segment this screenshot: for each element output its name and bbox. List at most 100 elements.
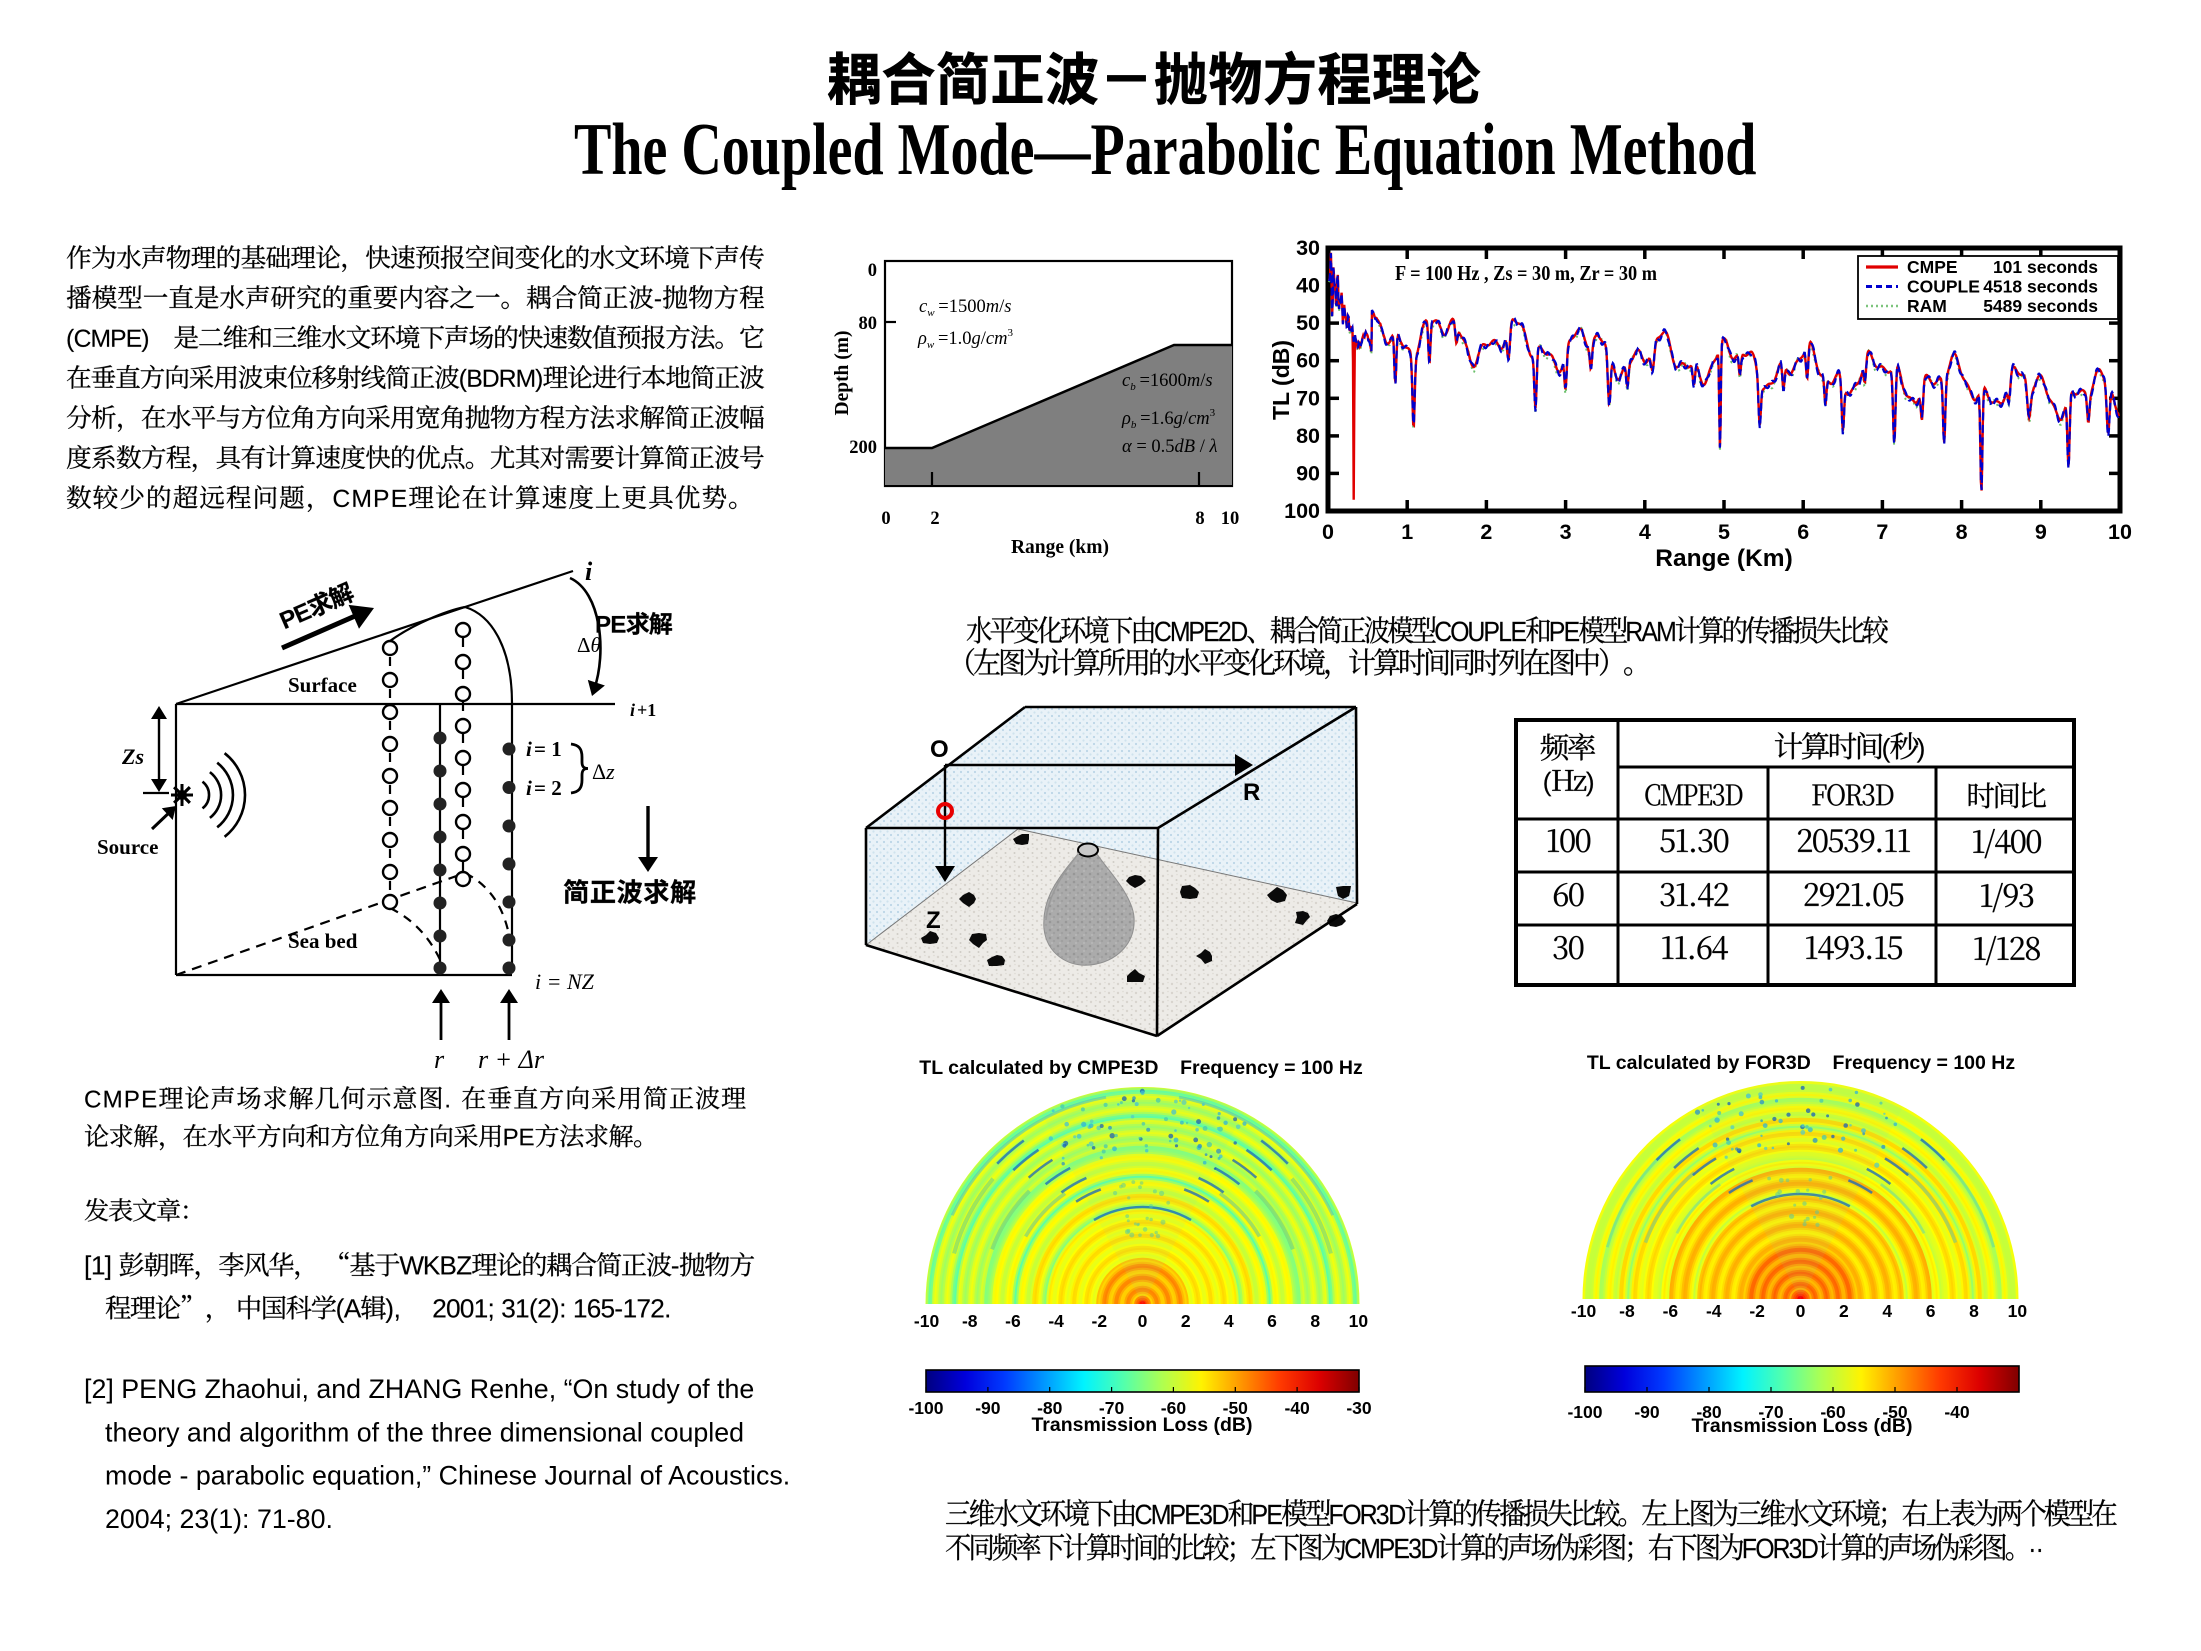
svg-text:-8: -8 (962, 1311, 978, 1331)
svg-text:8: 8 (1969, 1301, 1979, 1321)
svg-text:2: 2 (1181, 1311, 1191, 1331)
svg-text:-90: -90 (1634, 1402, 1660, 1422)
svg-text:cb =1600m/s: cb =1600m/s (1122, 371, 1213, 393)
svg-text:6: 6 (1267, 1311, 1277, 1331)
svg-text:4: 4 (1224, 1311, 1234, 1331)
svg-text:TL calculated by FOR3D Freq: TL calculated by FOR3D Frequency = 100 H… (1587, 1052, 2015, 1074)
svg-text:7: 7 (1876, 520, 1888, 544)
svg-text:-80: -80 (1037, 1398, 1063, 1418)
svg-text:0: 0 (1138, 1311, 1148, 1331)
svg-text:F = 100 Hz , Zs = 30 m, Zr = 3: F = 100 Hz , Zs = 30 m, Zr = 30 m (1395, 261, 1657, 285)
svg-text:8: 8 (1956, 520, 1968, 544)
svg-text:2: 2 (1839, 1301, 1849, 1321)
svg-text:60: 60 (1296, 349, 1320, 373)
svg-text:Transmission Loss (dB): Transmission Loss (dB) (1691, 1415, 1912, 1437)
svg-text:Source: Source (97, 835, 158, 859)
svg-text:mode - parabolic equation,” Ch: mode - parabolic equation,” Chinese Jour… (105, 1461, 790, 1491)
svg-text:Sea bed: Sea bed (288, 929, 358, 953)
svg-text:Δθ: Δθ (577, 633, 601, 657)
svg-text:4: 4 (1882, 1301, 1892, 1321)
svg-text:COUPLE: COUPLE (1907, 277, 1980, 297)
svg-text:10: 10 (2108, 520, 2132, 544)
svg-text:Zs: Zs (121, 744, 144, 769)
svg-text:-30: -30 (1346, 1398, 1372, 1418)
svg-text:ρb =1.6g/cm3: ρb =1.6g/cm3 (1121, 407, 1219, 431)
svg-text:5489 seconds: 5489 seconds (1983, 296, 2098, 316)
svg-text:Range (km): Range (km) (1011, 537, 1109, 558)
svg-text:50: 50 (1296, 311, 1320, 335)
svg-text:TL (dB): TL (dB) (1268, 340, 1294, 420)
svg-text:theory and algorithm of the th: theory and algorithm of the three dimens… (105, 1417, 744, 1447)
svg-text:ρw =1.0g/cm3: ρw =1.0g/cm3 (917, 327, 1017, 351)
svg-text:CMPE: CMPE (1907, 257, 1958, 277)
svg-text:Δz: Δz (592, 759, 615, 784)
svg-text:10: 10 (1349, 1311, 1369, 1331)
svg-text:-2: -2 (1749, 1301, 1765, 1321)
svg-text:-10: -10 (914, 1311, 940, 1331)
svg-text:10: 10 (1221, 509, 1240, 529)
svg-text:5: 5 (1718, 520, 1730, 544)
svg-text:Depth (m): Depth (m) (832, 330, 853, 415)
svg-text:-100: -100 (908, 1398, 943, 1418)
svg-text:r + Δr: r + Δr (478, 1045, 545, 1074)
svg-text:101 seconds: 101 seconds (1993, 257, 2098, 277)
svg-text:Transmission Loss (dB): Transmission Loss (dB) (1031, 1414, 1252, 1436)
svg-text:-6: -6 (1663, 1301, 1679, 1321)
svg-text:-60: -60 (1161, 1398, 1187, 1418)
svg-text:-40: -40 (1284, 1398, 1310, 1418)
svg-text:0: 0 (868, 261, 877, 281)
svg-text:-50: -50 (1882, 1402, 1908, 1422)
svg-text:i: i (526, 737, 532, 761)
svg-text:3: 3 (1560, 520, 1572, 544)
svg-text:200: 200 (849, 438, 877, 458)
svg-text:= 2: = 2 (534, 776, 562, 800)
svg-text:-70: -70 (1758, 1402, 1784, 1422)
svg-text:100: 100 (1284, 499, 1320, 523)
svg-text:[2] PENG Zhaohui, and ZHANG Re: [2] PENG Zhaohui, and ZHANG Renhe, “On s… (84, 1374, 754, 1404)
svg-text:2: 2 (1480, 520, 1492, 544)
svg-text:+1: +1 (637, 700, 656, 720)
svg-text:-40: -40 (1944, 1402, 1970, 1422)
svg-text:2: 2 (930, 509, 939, 529)
svg-text:TL calculated by CMPE3D Fre: TL calculated by CMPE3D Frequency = 100 … (919, 1057, 1363, 1079)
svg-text:O: O (930, 736, 949, 763)
svg-text:10: 10 (2008, 1301, 2028, 1321)
svg-text:4: 4 (1639, 520, 1651, 544)
svg-text:-6: -6 (1005, 1311, 1021, 1331)
svg-text:-50: -50 (1223, 1398, 1249, 1418)
svg-text:2004; 23(1): 71-80.: 2004; 23(1): 71-80. (105, 1504, 333, 1534)
svg-text:r: r (434, 1045, 445, 1074)
svg-text:90: 90 (1296, 461, 1320, 485)
svg-text:Z: Z (926, 907, 941, 934)
svg-text:80: 80 (859, 314, 878, 334)
svg-text:i: i (630, 700, 635, 720)
svg-text:i: i (526, 776, 532, 800)
svg-text:-10: -10 (1571, 1301, 1597, 1321)
svg-text:-70: -70 (1099, 1398, 1125, 1418)
svg-text:0: 0 (1322, 520, 1334, 544)
svg-text:0: 0 (1796, 1301, 1806, 1321)
svg-text:α = 0.5dB / λ: α = 0.5dB / λ (1122, 437, 1218, 457)
svg-text:1: 1 (1401, 520, 1413, 544)
svg-text:-4: -4 (1706, 1301, 1722, 1321)
svg-text:30: 30 (1296, 236, 1320, 260)
svg-text:The Coupled Mode—Parabolic Equ: The Coupled Mode—Parabolic Equation Meth… (574, 110, 1756, 191)
svg-text:8: 8 (1310, 1311, 1320, 1331)
svg-text:70: 70 (1296, 386, 1320, 410)
svg-text:i = NZ: i = NZ (535, 969, 595, 994)
svg-text:Range (Km): Range (Km) (1655, 545, 1792, 572)
svg-text:4518 seconds: 4518 seconds (1983, 277, 2098, 297)
svg-text:-8: -8 (1619, 1301, 1635, 1321)
svg-text:40: 40 (1296, 274, 1320, 298)
svg-text:6: 6 (1926, 1301, 1936, 1321)
svg-text:80: 80 (1296, 424, 1320, 448)
svg-text:-60: -60 (1820, 1402, 1846, 1422)
svg-text:9: 9 (2035, 520, 2047, 544)
svg-text:-90: -90 (975, 1398, 1001, 1418)
svg-text:= 1: = 1 (534, 737, 562, 761)
svg-text:cw =1500m/s: cw =1500m/s (919, 297, 1011, 319)
svg-text:RAM: RAM (1907, 296, 1947, 316)
svg-text:-2: -2 (1092, 1311, 1108, 1331)
svg-text:-80: -80 (1696, 1402, 1722, 1422)
svg-text:0: 0 (881, 509, 890, 529)
